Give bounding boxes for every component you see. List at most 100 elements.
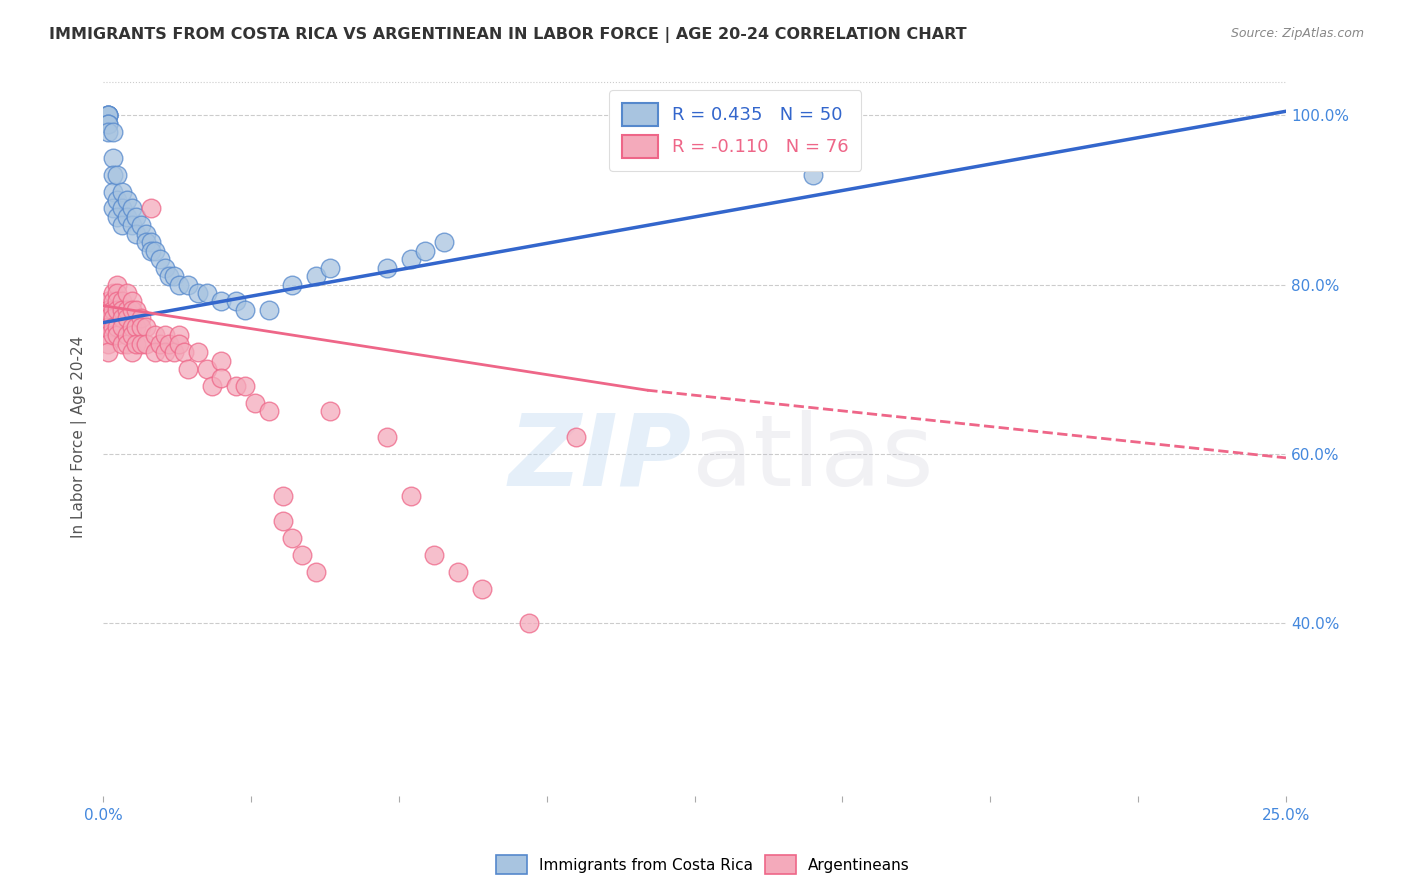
Point <box>125 227 148 241</box>
Point <box>177 277 200 292</box>
Point <box>115 336 138 351</box>
Point <box>107 285 129 300</box>
Point <box>121 345 143 359</box>
Point <box>125 336 148 351</box>
Point <box>107 319 129 334</box>
Point <box>143 244 166 258</box>
Point <box>159 336 181 351</box>
Point <box>167 328 190 343</box>
Legend: R = 0.435   N = 50, R = -0.110   N = 76: R = 0.435 N = 50, R = -0.110 N = 76 <box>609 90 862 170</box>
Point <box>125 319 148 334</box>
Point <box>565 430 588 444</box>
Point <box>101 294 124 309</box>
Point <box>101 328 124 343</box>
Point <box>291 548 314 562</box>
Point <box>97 108 120 122</box>
Point <box>423 548 446 562</box>
Point <box>125 210 148 224</box>
Point <box>319 404 342 418</box>
Point <box>153 328 176 343</box>
Point <box>121 328 143 343</box>
Text: ZIP: ZIP <box>509 409 692 507</box>
Point <box>115 311 138 326</box>
Point <box>173 345 195 359</box>
Point <box>101 202 124 216</box>
Point <box>517 615 540 630</box>
Point <box>111 311 134 326</box>
Text: IMMIGRANTS FROM COSTA RICA VS ARGENTINEAN IN LABOR FORCE | AGE 20-24 CORRELATION: IMMIGRANTS FROM COSTA RICA VS ARGENTINEA… <box>49 27 967 43</box>
Point <box>195 362 218 376</box>
Point <box>281 531 304 545</box>
Point <box>97 108 120 122</box>
Point <box>167 336 190 351</box>
Legend: Immigrants from Costa Rica, Argentineans: Immigrants from Costa Rica, Argentineans <box>491 849 915 880</box>
Point <box>107 302 129 317</box>
Point <box>111 336 134 351</box>
Point <box>115 302 138 317</box>
Point <box>121 302 143 317</box>
Point <box>399 489 422 503</box>
Point <box>195 285 218 300</box>
Point <box>97 302 120 317</box>
Point <box>97 336 120 351</box>
Point <box>129 319 152 334</box>
Point <box>97 294 120 309</box>
Point <box>413 244 436 258</box>
Point <box>111 319 134 334</box>
Point <box>187 345 209 359</box>
Point <box>111 202 134 216</box>
Point <box>433 235 456 250</box>
Point <box>107 294 129 309</box>
Point <box>233 302 256 317</box>
Point <box>121 219 143 233</box>
Point <box>153 260 176 275</box>
Point <box>211 353 233 368</box>
Point <box>111 219 134 233</box>
Point <box>97 311 120 326</box>
Point <box>149 252 172 267</box>
Point <box>271 489 294 503</box>
Point <box>447 565 470 579</box>
Point <box>471 582 494 596</box>
Point <box>139 235 162 250</box>
Point <box>107 210 129 224</box>
Y-axis label: In Labor Force | Age 20-24: In Labor Force | Age 20-24 <box>72 335 87 538</box>
Point <box>211 370 233 384</box>
Point <box>801 168 824 182</box>
Point <box>163 345 186 359</box>
Point <box>225 294 247 309</box>
Point <box>101 285 124 300</box>
Point <box>271 514 294 528</box>
Point <box>233 379 256 393</box>
Point <box>135 319 157 334</box>
Point <box>139 202 162 216</box>
Point <box>121 319 143 334</box>
Point <box>375 430 398 444</box>
Point <box>115 210 138 224</box>
Point <box>135 336 157 351</box>
Point <box>101 311 124 326</box>
Point <box>399 252 422 267</box>
Point <box>305 269 328 284</box>
Point <box>101 302 124 317</box>
Point <box>201 379 224 393</box>
Point <box>129 219 152 233</box>
Point <box>167 277 190 292</box>
Point <box>101 151 124 165</box>
Point <box>319 260 342 275</box>
Point <box>153 345 176 359</box>
Point <box>211 294 233 309</box>
Point <box>115 193 138 207</box>
Point <box>225 379 247 393</box>
Point <box>107 328 129 343</box>
Point <box>97 108 120 122</box>
Point <box>101 185 124 199</box>
Point <box>101 168 124 182</box>
Point <box>97 125 120 139</box>
Point <box>125 302 148 317</box>
Point <box>281 277 304 292</box>
Point <box>107 193 129 207</box>
Point <box>243 396 266 410</box>
Point <box>163 269 186 284</box>
Point <box>97 328 120 343</box>
